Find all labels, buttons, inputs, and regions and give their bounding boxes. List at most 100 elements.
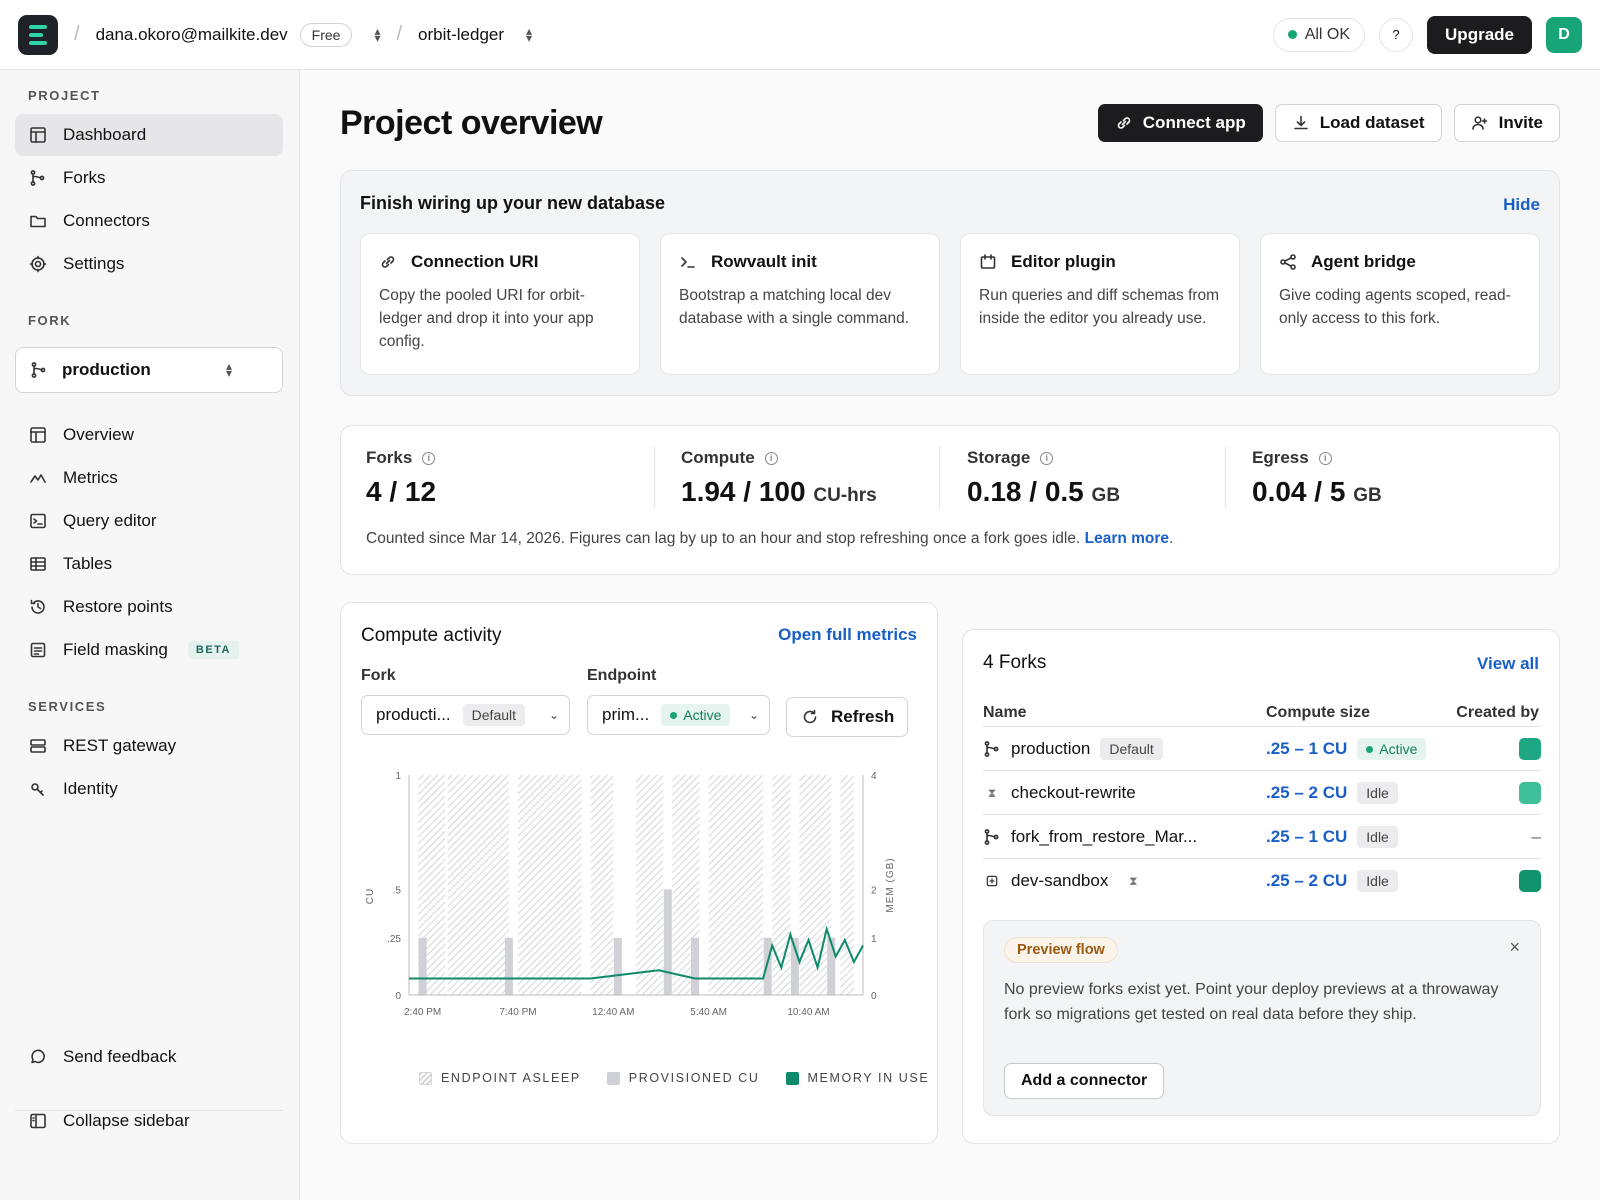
y-tick-label-right: 2	[871, 885, 877, 896]
legend-label: PROVISIONED CU	[628, 1071, 760, 1085]
add-connector-button[interactable]: Add a connector	[1004, 1063, 1165, 1099]
fork-name[interactable]: checkout-rewrite	[1011, 783, 1136, 802]
provisioned-cu-bar	[763, 937, 772, 995]
fork-name[interactable]: dev-sandbox	[1011, 871, 1109, 890]
fork-selector[interactable]: production ▴ ▾	[15, 347, 283, 393]
fork-filter-select[interactable]: producti... Default ⌄	[361, 695, 570, 735]
endpoint-filter-select[interactable]: prim... Active ⌄	[587, 695, 770, 735]
account-breadcrumb[interactable]: dana.okoro@mailkite.dev	[95, 24, 288, 44]
setup-checklist-card: Finish wiring up your new database Hide …	[340, 170, 1560, 396]
metric-forks: Forks i 4 / 12	[366, 448, 436, 508]
y-axis-label-right: MEM (GB)	[885, 857, 896, 912]
tile-description: Run queries and diff schemas from inside…	[979, 287, 1220, 327]
fork-name[interactable]: fork_from_restore_Mar...	[1011, 827, 1198, 846]
sidebar-item-field-masking[interactable]: Field masking BETA	[15, 629, 283, 671]
account-switcher-icon[interactable]: ▴ ▾	[374, 23, 381, 45]
invite-button[interactable]: Invite	[1453, 104, 1560, 142]
table-row[interactable]: production Default .25 – 1 CU Active	[983, 726, 1541, 771]
breadcrumb-separator: /	[74, 23, 80, 45]
sidebar-item-forks[interactable]: Forks	[15, 157, 283, 199]
y-tick-label-right: 1	[871, 934, 877, 945]
created-by-cell	[1519, 727, 1541, 771]
setup-tile-editor-plugin[interactable]: Editor plugin Run queries and diff schem…	[960, 233, 1240, 375]
sidebar-item-identity[interactable]: Identity	[15, 768, 283, 810]
sidebar-item-metrics[interactable]: Metrics	[15, 457, 283, 499]
tile-description: Bootstrap a matching local dev database …	[679, 287, 910, 327]
project-switcher-icon[interactable]: ▴ ▾	[526, 23, 533, 45]
metric-value: 4 / 12	[366, 476, 437, 507]
upgrade-button[interactable]: Upgrade	[1427, 15, 1532, 54]
info-icon[interactable]: i	[1040, 451, 1054, 465]
status-badge: Active	[1357, 738, 1427, 760]
sidebar-item-label: Settings	[63, 254, 125, 273]
system-status[interactable]: All OK	[1272, 17, 1366, 52]
created-by-cell	[1519, 771, 1541, 815]
setup-tile-rowvault-init[interactable]: Rowvault init Bootstrap a matching local…	[660, 233, 940, 375]
sidebar-item-restore-points[interactable]: Restore points	[15, 586, 283, 628]
endpoint-asleep-region	[636, 775, 664, 995]
sidebar-divider	[15, 1110, 283, 1111]
refresh-button[interactable]: Refresh	[786, 697, 908, 737]
sidebar-item-settings[interactable]: Settings	[15, 243, 283, 285]
sidebar-item-connectors[interactable]: Connectors	[15, 200, 283, 242]
hourglass-icon: ⧗	[987, 785, 997, 800]
compute-size: .25 – 1 CU	[1266, 739, 1348, 758]
provisioned-cu-bar	[663, 889, 672, 995]
tile-description: Give coding agents scoped, read-only acc…	[1279, 287, 1511, 327]
open-full-metrics-link[interactable]: Open full metrics	[778, 625, 917, 644]
created-by-cell	[1519, 859, 1541, 903]
sidebar-item-label: Connectors	[63, 211, 150, 230]
app-logo[interactable]	[18, 14, 58, 55]
load-dataset-button[interactable]: Load dataset	[1274, 104, 1442, 142]
chevron-down-icon: ⌄	[748, 708, 759, 722]
setup-title: Finish wiring up your new database	[360, 193, 666, 213]
learn-more-link[interactable]: Learn more	[1084, 530, 1170, 547]
sidebar-item-overview[interactable]: Overview	[15, 414, 283, 456]
metric-value: 0.04 / 5	[1252, 476, 1346, 507]
chevron-down-icon: ⌄	[548, 708, 559, 722]
project-breadcrumb[interactable]: orbit-ledger	[418, 24, 505, 44]
column-header-compute-size: Compute size	[1266, 704, 1371, 721]
fork-name-cell: production Default	[983, 727, 1163, 771]
compute-size-cell: .25 – 2 CU Idle	[1266, 859, 1398, 903]
connect-app-button[interactable]: Connect app	[1097, 104, 1263, 142]
setup-tile-agent-bridge[interactable]: Agent bridge Give coding agents scoped, …	[1260, 233, 1540, 375]
y-tick-label-left: .5	[393, 885, 402, 896]
send-feedback-button[interactable]: Send feedback	[15, 1036, 283, 1078]
hide-setup-link[interactable]: Hide	[1503, 195, 1540, 214]
status-dot-icon	[670, 711, 678, 719]
close-icon[interactable]: ×	[1509, 937, 1520, 957]
metric-label: Storage	[967, 448, 1031, 467]
fork-icon	[29, 169, 47, 187]
user-avatar[interactable]: D	[1546, 16, 1582, 53]
sidebar-item-rest-gateway[interactable]: REST gateway	[15, 725, 283, 767]
compute-size: .25 – 2 CU	[1266, 783, 1348, 802]
table-row[interactable]: dev-sandbox ⧗ .25 – 2 CU Idle	[983, 858, 1541, 903]
tile-description: Copy the pooled URI for orbit-ledger and…	[379, 287, 594, 350]
status-badge-label: Active	[1379, 741, 1418, 757]
default-badge: Default	[462, 704, 526, 726]
column-header-created-by: Created by	[1456, 704, 1539, 721]
sidebar-item-label: Identity	[63, 779, 118, 798]
memory-in-use-line	[409, 925, 864, 980]
table-row[interactable]: ⧗ checkout-rewrite .25 – 2 CU Idle	[983, 770, 1541, 815]
hatch-swatch-icon	[419, 1071, 432, 1085]
preview-flow-text: No preview forks exist yet. Point your d…	[1004, 981, 1499, 1023]
setup-tile-connection-uri[interactable]: Connection URI Copy the pooled URI for o…	[360, 233, 640, 375]
sidebar-item-dashboard[interactable]: Dashboard	[15, 114, 283, 156]
select-value: producti...	[376, 705, 451, 724]
forks-card: 4 Forks View all Name Compute size Creat…	[962, 629, 1560, 1144]
table-icon	[29, 555, 47, 573]
table-row[interactable]: fork_from_restore_Mar... .25 – 1 CU Idle…	[983, 814, 1541, 859]
info-icon[interactable]: i	[764, 451, 778, 465]
view-all-forks-link[interactable]: View all	[1476, 654, 1539, 673]
sidebar-item-tables[interactable]: Tables	[15, 543, 283, 585]
dashboard-icon	[29, 126, 47, 144]
info-icon[interactable]: i	[1318, 451, 1332, 465]
info-icon[interactable]: i	[422, 451, 436, 465]
usage-summary-card: Forks i 4 / 12 Compute i 1.94 / 100 CU-hrs…	[340, 425, 1560, 575]
sidebar-item-query-editor[interactable]: Query editor	[15, 500, 283, 542]
help-button[interactable]: ?	[1379, 17, 1414, 52]
fork-name[interactable]: production	[1011, 739, 1091, 758]
collapse-sidebar-button[interactable]: Collapse sidebar	[15, 1100, 283, 1142]
